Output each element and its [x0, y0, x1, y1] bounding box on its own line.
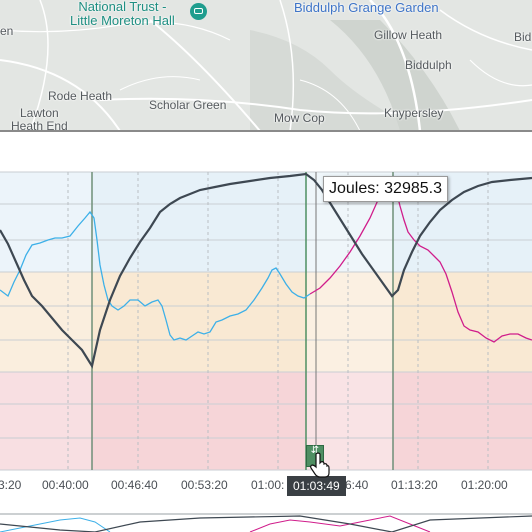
tooltip: Joules: 32985.3 [323, 176, 448, 202]
band-red [0, 372, 532, 470]
x-tick-label: 6:40 [345, 478, 369, 492]
map-label-en: en [0, 24, 14, 38]
band-orange [0, 272, 532, 372]
x-tick-label: 01:13:20 [391, 478, 438, 492]
time-series-chart[interactable]: 3:20 00:40:00 00:46:40 00:53:20 01:00: 6… [0, 132, 532, 532]
joules-series-line [0, 172, 532, 369]
power-high-series-line [309, 183, 532, 343]
lap-region-2 [306, 172, 393, 470]
map-label-biddulph-grange: Biddulph Grange Garden [294, 0, 439, 15]
map-label-knypersley: Knypersley [384, 106, 444, 120]
x-tick-label: 01:20:00 [461, 478, 508, 492]
map-label-rode-heath: Rode Heath [48, 89, 113, 103]
map-label-national-trust-line1: National Trust - [78, 0, 167, 14]
map-panel[interactable]: en National Trust - Little Moreton Hall … [0, 0, 532, 131]
map-terrain [0, 0, 532, 131]
map-label-gillow-heath: Gillow Heath [374, 28, 443, 42]
map-label-national-trust: National Trust - Little Moreton Hall [70, 0, 175, 28]
camera-icon[interactable] [190, 3, 207, 20]
power-series-line [0, 210, 311, 341]
map-label-heath-end: Heath End [11, 119, 68, 131]
horizontal-gridlines [0, 171, 532, 471]
vertical-gridlines [67, 172, 489, 470]
x-tick-label: 00:46:40 [111, 478, 158, 492]
map-label-scholar-green: Scholar Green [149, 98, 227, 112]
x-axis: 3:20 00:40:00 00:46:40 00:53:20 01:00: 6… [0, 478, 508, 492]
map-divider [0, 130, 532, 132]
map-label-biddulph: Biddulph [405, 58, 452, 72]
hand-pointer-icon [310, 452, 330, 478]
map-label-mow-cop: Mow Cop [274, 111, 325, 125]
x-tick-label: 00:53:20 [181, 478, 228, 492]
x-tick-label: 01:00: [251, 478, 284, 492]
cursor-time-badge: 01:03:49 [287, 476, 346, 496]
x-tick-label: 3:20 [0, 478, 22, 492]
map-label-lawton: Lawton [20, 106, 59, 120]
lap-region-1 [0, 172, 92, 470]
overview-navigator[interactable] [0, 513, 532, 532]
map-label-bid: Bid [514, 30, 532, 44]
x-tick-label: 00:40:00 [42, 478, 89, 492]
map-label-little-moreton: Little Moreton Hall [70, 13, 175, 28]
